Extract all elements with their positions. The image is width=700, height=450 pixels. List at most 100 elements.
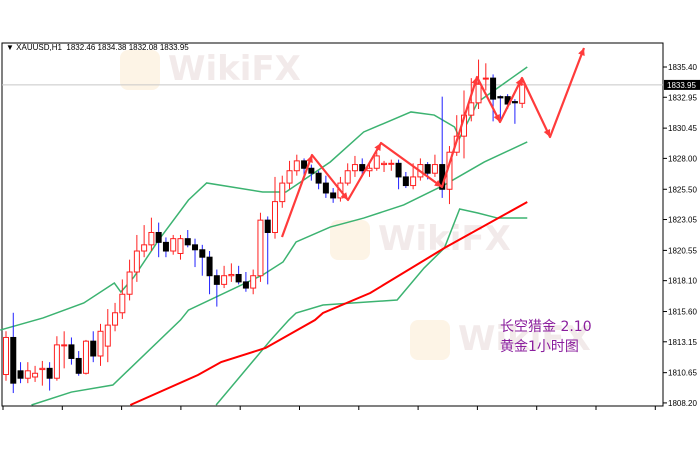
candle-body [53, 344, 60, 379]
candle [133, 234, 140, 282]
candle [192, 238, 199, 268]
candle [388, 159, 395, 171]
candle-body [373, 155, 380, 169]
candle [271, 176, 278, 239]
arrow-head-icon [374, 143, 381, 151]
arrow-head-icon [493, 114, 500, 122]
candle [213, 269, 220, 307]
candle-body [213, 275, 220, 285]
y-tick-label: 1830.45 [668, 124, 697, 133]
candle [293, 154, 300, 176]
candle-body [381, 162, 388, 166]
candle-body [475, 83, 482, 104]
candle [286, 160, 293, 190]
candle [82, 339, 89, 375]
candle-body [228, 273, 235, 277]
candle [359, 158, 366, 176]
y-tick-label: 1832.95 [668, 93, 697, 102]
candle-body [402, 176, 409, 187]
y-tick-label: 1825.50 [668, 185, 697, 194]
candle-body [497, 96, 504, 99]
candle [119, 279, 126, 319]
candle [155, 222, 162, 258]
candle [148, 217, 155, 252]
arrow-head-icon [306, 155, 313, 163]
candle-body [177, 238, 184, 254]
candle [410, 163, 417, 190]
candle-body [221, 275, 228, 285]
candle-body [359, 164, 366, 172]
candle-body [24, 370, 31, 379]
candle-body [257, 219, 264, 277]
candle [279, 175, 286, 208]
arrow-head-icon [471, 77, 479, 85]
candle-body [264, 219, 271, 233]
candle [141, 225, 148, 258]
forecast-arrow-path [280, 47, 586, 238]
candle-body [206, 256, 213, 277]
candle [475, 59, 482, 109]
candle [330, 188, 337, 203]
lower-bollinger-band [215, 208, 528, 406]
candle-body [315, 172, 322, 184]
candle-body [490, 77, 497, 100]
watermark-logo-icon [410, 320, 450, 360]
candle [308, 164, 315, 181]
candle-body [75, 357, 82, 374]
candle [250, 269, 257, 295]
candle [395, 159, 402, 190]
candle [61, 331, 68, 369]
candle-body [301, 160, 308, 169]
candle-body [141, 244, 148, 252]
candle [511, 99, 518, 124]
candle [366, 163, 373, 177]
candle [235, 265, 242, 285]
candle [32, 365, 39, 382]
arrow-head-icon [543, 129, 551, 137]
candle-body [61, 344, 68, 347]
middle-bollinger-band [31, 141, 528, 406]
candle [126, 259, 133, 301]
y-tick-label: 1835.40 [668, 63, 697, 72]
candle-body [126, 271, 133, 295]
candle-body [32, 372, 39, 378]
watermark-text: WikiFX [458, 319, 591, 359]
candle-body [90, 340, 97, 357]
candle [206, 251, 213, 295]
candle-body [104, 324, 111, 347]
y-tick-label: 1828.00 [668, 154, 697, 163]
candle [104, 309, 111, 363]
candle-body [271, 201, 278, 233]
candle-body [148, 231, 155, 246]
candle-body [68, 344, 75, 359]
candle [402, 171, 409, 189]
candle-body [82, 340, 89, 374]
chart-header: ▼ XAUUSD,H1 1832.46 1834.38 1832.08 1833… [6, 43, 189, 52]
arrow-head-icon [578, 48, 585, 56]
candle-body [308, 167, 315, 174]
candle-body [133, 250, 140, 273]
candle-body [468, 102, 475, 116]
candle [344, 163, 351, 186]
symbol-label: XAUUSD,H1 [16, 43, 62, 52]
candle-body [97, 330, 104, 357]
y-tick-label: 1818.10 [668, 277, 697, 286]
candle-body [192, 244, 199, 251]
ohlc-readout: 1832.46 1834.38 1832.08 1833.95 [66, 43, 189, 52]
candle [199, 244, 206, 276]
candle-body [199, 249, 206, 258]
candle-body [388, 162, 395, 165]
y-tick-label: 1815.60 [668, 308, 697, 317]
candle [242, 272, 249, 292]
candle [482, 63, 489, 91]
arrow-head-icon [340, 192, 348, 200]
moving-average-line [129, 201, 528, 406]
candle-body [293, 160, 300, 172]
candle [177, 234, 184, 260]
candle-body [17, 370, 24, 379]
candle-body [46, 367, 53, 379]
watermark-text: WikiFX [168, 49, 301, 89]
collapse-triangle-icon[interactable]: ▼ [6, 43, 14, 52]
candle [170, 234, 177, 255]
